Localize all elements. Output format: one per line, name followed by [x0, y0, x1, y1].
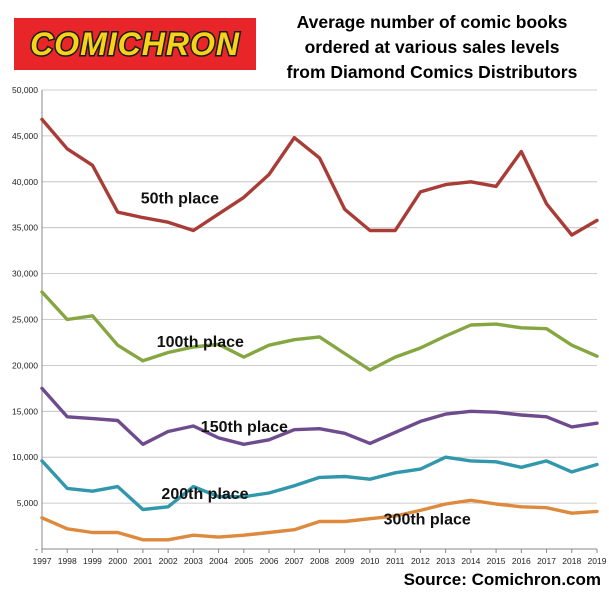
chart-title-line-2: ordered at various sales levels [304, 37, 560, 57]
x-tick-label: 2014 [461, 556, 480, 566]
x-tick-label: 1999 [83, 556, 102, 566]
y-tick-label: 35,000 [12, 223, 38, 233]
series-line [40, 455, 599, 512]
x-tick-label: 2002 [159, 556, 178, 566]
logo-wordmark: COMICHRON [30, 26, 240, 62]
chart-title-line-1: Average number of comic books [296, 12, 568, 32]
x-tick-label: 2017 [537, 556, 556, 566]
x-tick-label: 2012 [411, 556, 430, 566]
series-line [40, 117, 599, 237]
y-tick-label: 25,000 [12, 315, 38, 325]
x-tick-label: 2006 [260, 556, 279, 566]
chart-title-line-3: from Diamond Comics Distributors [286, 62, 578, 82]
series-line [40, 498, 599, 542]
source-credit: Source: Comichron.com [403, 570, 601, 589]
y-tick-label: 20,000 [12, 360, 38, 370]
x-tick-label: 2011 [386, 556, 405, 566]
y-tick-label: - [35, 544, 38, 554]
series-label: 150th place [201, 419, 288, 436]
series-label: 100th place [157, 334, 244, 351]
y-tick-label: 45,000 [12, 131, 38, 141]
x-tick-label: 2001 [133, 556, 152, 566]
logo-background [14, 18, 256, 70]
x-tick-label: 2015 [487, 556, 506, 566]
series-line [40, 290, 599, 372]
series-label: 50th place [141, 191, 219, 208]
y-tick-label: 30,000 [12, 269, 38, 279]
series-line [40, 386, 599, 446]
x-tick-label: 2004 [209, 556, 228, 566]
x-tick-label: 1997 [33, 556, 52, 566]
x-tick-label: 2005 [234, 556, 253, 566]
x-tick-label: 2008 [310, 556, 329, 566]
y-tick-label: 10,000 [12, 452, 38, 462]
x-tick-label: 2016 [512, 556, 531, 566]
x-tick-label: 2010 [360, 556, 379, 566]
y-tick-label: 15,000 [12, 406, 38, 416]
chart-title: Average number of comic books ordered at… [262, 10, 602, 85]
x-tick-label: 2019 [588, 556, 607, 566]
x-tick-label: 2000 [108, 556, 127, 566]
y-tick-label: 5,000 [17, 498, 39, 508]
y-tick-label: 40,000 [12, 177, 38, 187]
series-label: 200th place [161, 486, 248, 503]
x-tick-label: 2007 [285, 556, 304, 566]
x-tick-label: 1998 [58, 556, 77, 566]
x-tick-label: 2013 [436, 556, 455, 566]
x-tick-label: 2003 [184, 556, 203, 566]
comichron-logo: COMICHRON [14, 18, 256, 70]
series-label: 300th place [384, 511, 471, 528]
x-tick-label: 2009 [335, 556, 354, 566]
y-tick-label: 50,000 [12, 85, 38, 95]
x-tick-label: 2018 [562, 556, 581, 566]
